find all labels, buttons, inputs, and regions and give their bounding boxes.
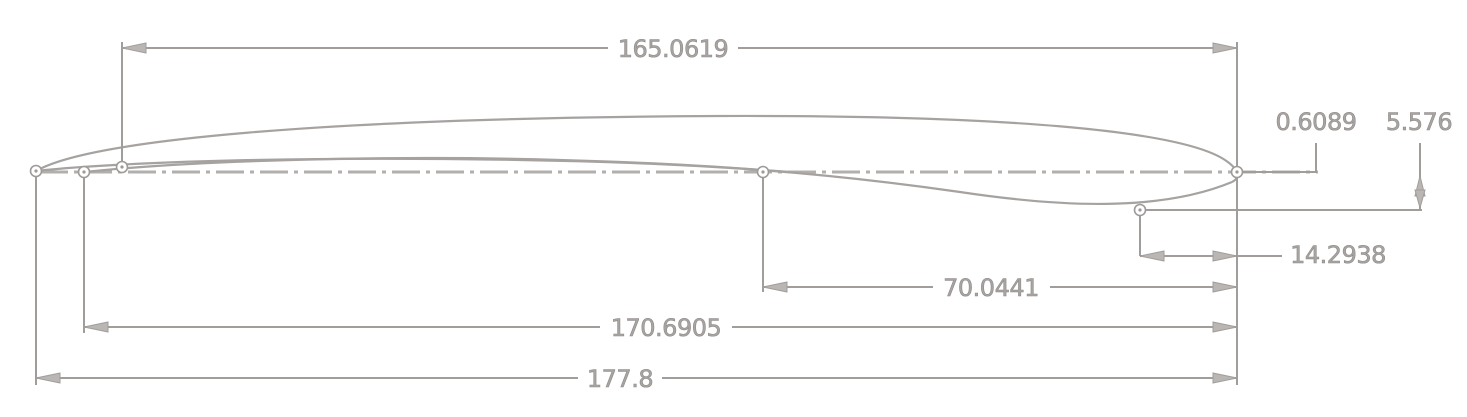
arrowhead-inner-left [83,321,109,333]
dimension-label-top-span: 165.0619 [618,35,729,63]
arrowhead-overall-left [35,372,61,384]
dimension-label-trailing-offset: 0.6089 [1276,108,1357,136]
arrowhead-inner-right [1212,321,1238,333]
arrowhead-aft-right [1212,250,1238,262]
arrowhead-thickness-bottom [1414,189,1426,210]
arrowhead-top-right [1212,42,1238,54]
trailing-edge-node [1230,165,1244,179]
dimension-label-inner-span: 170.6905 [611,314,722,342]
airfoil-inner-curve [83,156,791,174]
airfoil-lower-surface [35,157,1233,206]
aft-lower-node [1133,203,1147,217]
leading-edge-node [29,164,43,178]
arrowhead-aft-left [1139,250,1165,262]
dimension-label-aft-point: 14.2938 [1290,241,1386,269]
mid-node [756,165,770,179]
extension-line-trailing-horizontal [1237,143,1317,173]
dimension-label-mid-span: 70.0441 [943,274,1039,302]
airfoil-upper-surface [35,114,1239,183]
arrowhead-mid-left [762,281,788,293]
dimension-label-thickness-offset: 5.576 [1386,108,1452,136]
arrowhead-overall-right [1212,372,1238,384]
dimension-label-overall-length: 177.8 [587,365,653,393]
inner-start-node [77,165,91,179]
arrowhead-mid-right [1212,281,1238,293]
top-start-node [115,160,129,174]
arrowhead-top-left [121,42,147,54]
